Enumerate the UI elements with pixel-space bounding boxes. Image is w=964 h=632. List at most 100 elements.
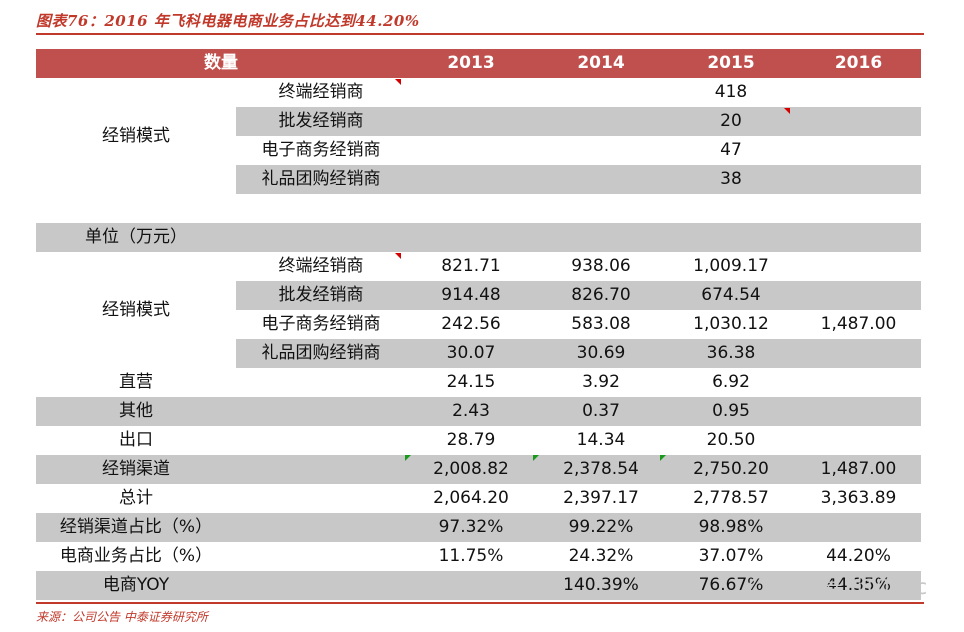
cell <box>536 107 666 136</box>
bottom-rule <box>36 602 924 604</box>
cell <box>406 78 536 107</box>
cell <box>796 339 921 368</box>
cell: 2,378.54 <box>536 455 666 484</box>
cell: 36.38 <box>666 339 796 368</box>
header-row: 数量 2013 2014 2015 2016 <box>36 49 921 78</box>
cell: 821.71 <box>441 256 501 276</box>
sub-label: 终端经销商 <box>278 82 364 102</box>
cell: 826.70 <box>536 281 666 310</box>
cell <box>406 107 536 136</box>
cell: 2,397.17 <box>563 488 639 508</box>
cell: 3.92 <box>582 372 620 392</box>
figure-title: 图表76：2016 年飞科电器电商业务占比达到44.20% <box>36 12 420 30</box>
unit-label: 单位（万元） <box>36 223 236 252</box>
table-row: 出口 28.79 14.34 20.50 <box>36 426 921 455</box>
formula-marker-icon <box>660 455 666 461</box>
table-row: 经销渠道占比（%） 97.32% 99.22% 98.98% <box>36 513 921 542</box>
cell <box>406 571 536 600</box>
source-note: 来源：公司公告 中泰证券研究所 <box>36 610 208 624</box>
cell: 1,487.00 <box>820 314 897 334</box>
comment-marker-icon <box>395 79 401 85</box>
header-year: 2015 <box>666 49 796 78</box>
cell <box>796 78 921 107</box>
table-row: 经销模式 终端经销商 418 <box>36 78 921 146</box>
cell: 11.75% <box>438 546 504 566</box>
table-row: 批发经销商 20 <box>36 107 921 136</box>
cell <box>796 397 921 426</box>
cell <box>796 107 921 136</box>
sub-label: 电子商务经销商 <box>261 314 381 334</box>
cell: 1,009.17 <box>693 256 769 276</box>
cell <box>536 78 666 107</box>
comment-marker-icon <box>784 108 790 114</box>
table-row: 礼品团购经销商 38 <box>36 165 921 194</box>
cell: 44.20% <box>826 546 891 566</box>
row-label: 经销渠道 <box>36 455 236 484</box>
comment-marker-icon <box>395 253 401 259</box>
cell <box>796 281 921 310</box>
table-row: 经销渠道 2,008.82 2,378.54 2,750.20 1,487.00 <box>36 455 921 484</box>
cell: 0.37 <box>536 397 666 426</box>
data-table: 数量 2013 2014 2015 2016 经销模式 终端经销商 418 批发… <box>36 49 921 600</box>
spacer-row <box>36 194 921 223</box>
cell: 1,030.12 <box>693 314 769 334</box>
row-label: 电商YOY <box>36 571 236 600</box>
cell: 140.39% <box>536 571 666 600</box>
group-label: 经销模式 <box>102 299 170 320</box>
table-row: 其他 2.43 0.37 0.95 <box>36 397 921 426</box>
cell: 2,064.20 <box>433 488 509 508</box>
table-row: 经销模式 终端经销商 821.71 938.06 1,009.17 <box>36 252 921 320</box>
unit-row: 单位（万元） <box>36 223 921 252</box>
sub-label: 礼品团购经销商 <box>236 165 406 194</box>
row-label: 经销渠道占比（%） <box>36 513 236 542</box>
table-row: 电商业务占比（%） 11.75% 24.32% 37.07% 44.20% <box>36 542 921 571</box>
cell: 2.43 <box>406 397 536 426</box>
cell: 44.35% <box>796 571 921 600</box>
row-label: 直营 <box>119 372 153 392</box>
cell: 20.50 <box>706 430 756 450</box>
row-label: 其他 <box>36 397 236 426</box>
table-row: 电子商务经销商 47 <box>36 136 921 165</box>
group-label: 经销模式 <box>102 125 170 146</box>
table-row: 电子商务经销商 242.56 583.08 1,030.12 1,487.00 <box>36 310 921 339</box>
header-year: 2014 <box>536 49 666 78</box>
cell <box>536 165 666 194</box>
cell: 1,487.00 <box>796 455 921 484</box>
cell: 418 <box>714 82 748 102</box>
cell: 583.08 <box>571 314 631 334</box>
cell: 30.07 <box>406 339 536 368</box>
cell: 30.69 <box>536 339 666 368</box>
formula-marker-icon <box>405 455 411 461</box>
cell: 2,750.20 <box>666 455 796 484</box>
header-label: 数量 <box>36 49 406 78</box>
sub-label: 礼品团购经销商 <box>236 339 406 368</box>
watermark: 微信号: i100ec <box>748 571 927 601</box>
table-row: 直营 24.15 3.92 6.92 <box>36 368 921 397</box>
cell <box>796 165 921 194</box>
cell <box>796 136 921 165</box>
table-row: 批发经销商 914.48 826.70 674.54 <box>36 281 921 310</box>
cell: 20 <box>666 107 796 136</box>
cell: 3,363.89 <box>820 488 897 508</box>
sub-label: 终端经销商 <box>278 256 364 276</box>
row-label: 出口 <box>119 430 153 450</box>
watermark-text: 微信号: i100ec <box>780 575 928 599</box>
top-rule <box>36 33 924 35</box>
cell <box>406 165 536 194</box>
table-row: 总计 2,064.20 2,397.17 2,778.57 3,363.89 <box>36 484 921 513</box>
cell: 0.95 <box>666 397 796 426</box>
header-year: 2013 <box>406 49 536 78</box>
cell <box>796 513 921 542</box>
table-row: 礼品团购经销商 30.07 30.69 36.38 <box>36 339 921 368</box>
cell: 24.15 <box>446 372 496 392</box>
cell: 37.07% <box>698 546 764 566</box>
cell: 28.79 <box>446 430 496 450</box>
sub-label: 批发经销商 <box>236 107 406 136</box>
cell <box>796 368 921 397</box>
row-label: 总计 <box>119 488 153 508</box>
wechat-icon <box>748 576 776 600</box>
sub-label: 电子商务经销商 <box>261 140 381 160</box>
cell: 14.34 <box>576 430 626 450</box>
cell: 24.32% <box>568 546 634 566</box>
formula-marker-icon <box>533 455 539 461</box>
